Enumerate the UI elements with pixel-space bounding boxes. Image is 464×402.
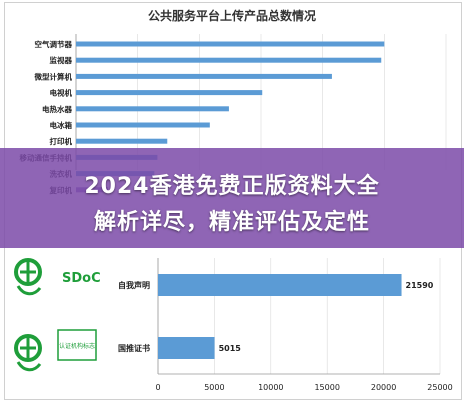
bar-2: [76, 73, 332, 79]
cert-logo-text: 认证机构标志: [59, 342, 95, 350]
bar-6: [76, 138, 168, 144]
x-tick-label: 10000: [258, 383, 283, 392]
x-tick-label: 25000: [427, 383, 452, 392]
bar-1: [158, 337, 215, 359]
bottom-chart: 自我声明 21590 国推证书 5015 0 5000 10000 15000 20000 25…: [118, 258, 453, 392]
category-label: 打印机: [50, 136, 73, 146]
bar-4: [76, 106, 229, 112]
category-label: 空气调节器: [35, 39, 73, 49]
chart-title: 公共服务平台上传产品总数情况: [148, 8, 316, 23]
x-tick-label: 0: [155, 383, 160, 392]
cert-logo-icon: [14, 334, 42, 372]
sdoc-logo-text: SDoC: [62, 271, 101, 286]
overlay-banner: [0, 148, 464, 248]
category-label: 国推证书: [118, 343, 150, 353]
x-tick-label: 15000: [314, 383, 339, 392]
data-label: 21590: [406, 281, 434, 290]
sdoc-logo-icon: [14, 258, 42, 296]
category-label: 微型计算机: [34, 71, 73, 81]
category-label: 电视机: [50, 88, 73, 98]
bar-3: [76, 90, 263, 96]
x-tick-label: 5000: [204, 383, 224, 392]
category-label: 监视器: [50, 55, 73, 65]
bar-5: [76, 122, 210, 128]
cert-logo-box: [57, 329, 97, 361]
category-label: 自我声明: [118, 280, 150, 290]
overlay-line-1: 2024香港免费正版资料大全: [84, 174, 380, 199]
category-label: 电冰箱: [50, 120, 73, 130]
bar-0: [158, 274, 402, 296]
data-label: 5015: [219, 344, 242, 353]
overlay-line-2: 解析详尽，精准评估及定性: [93, 210, 370, 235]
category-label: 电热水器: [42, 104, 72, 114]
bar-1: [76, 57, 382, 63]
bar-0: [76, 41, 385, 47]
x-tick-label: 20000: [371, 383, 396, 392]
